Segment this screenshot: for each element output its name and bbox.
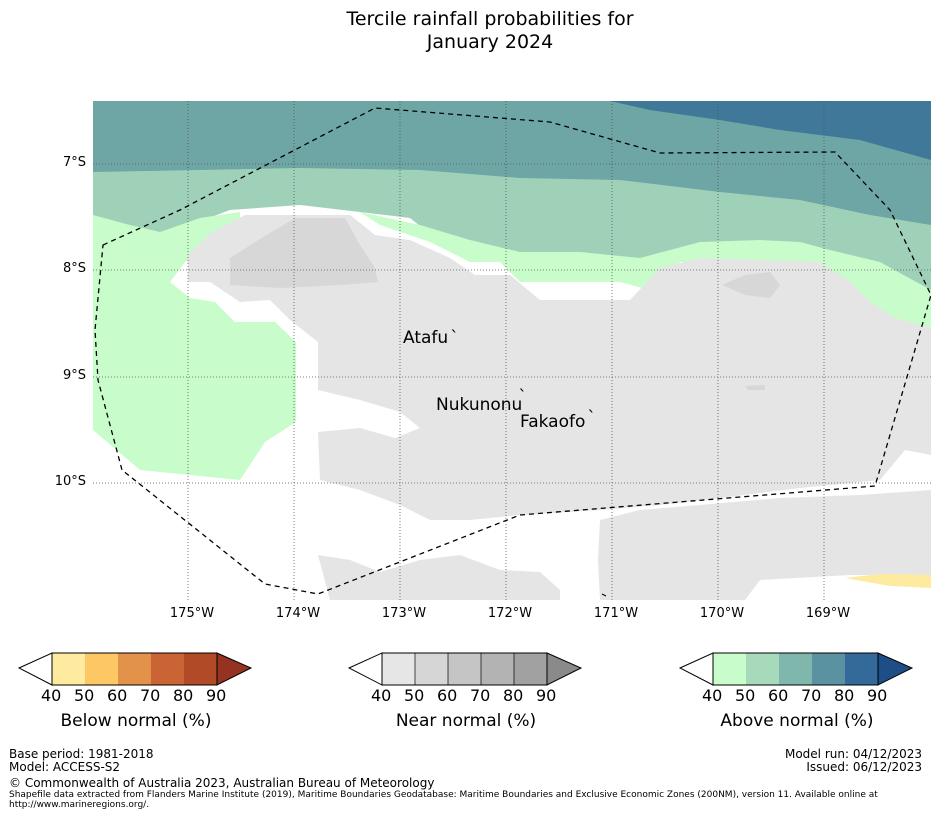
cbar-above-under (679, 652, 714, 686)
place-fakaofo: Fakaofo ` (520, 408, 596, 432)
cbar-below-seg-2 (85, 653, 118, 685)
shapefile-credit: Shapefile data extracted from Flanders M… (9, 790, 878, 810)
tick: 80 (834, 686, 855, 705)
lat-label-8s: 8°S (62, 261, 86, 276)
above-normal-40-50-west (93, 212, 296, 480)
tick: 50 (404, 686, 425, 705)
cbar-above-label: Above normal (%) (720, 711, 874, 731)
model-name: Model: ACCESS-S2 (9, 760, 121, 774)
cbar-near-over (546, 652, 583, 686)
map-gridlines (93, 101, 931, 600)
tick: 50 (74, 686, 95, 705)
place-nukunonu: Nukunonu` (436, 387, 527, 415)
lon-label-173w: 173°W (381, 606, 427, 621)
tick: 90 (536, 686, 557, 705)
lon-label-171w: 171°W (593, 606, 639, 621)
place-atafu: Atafu ` (403, 328, 459, 348)
cbar-near-seg-3 (448, 653, 481, 685)
tick: 40 (371, 686, 392, 705)
copyright: © Commonwealth of Australia 2023, Austra… (9, 776, 435, 790)
chart-title: Tercile rainfall probabilities for Janua… (0, 8, 931, 54)
base-period: Base period: 1981-2018 (9, 747, 154, 761)
cbar-above-seg-4 (812, 653, 845, 685)
tick: 90 (867, 686, 888, 705)
tick: 90 (206, 686, 227, 705)
island-marker: ` (450, 328, 459, 348)
tick: 80 (503, 686, 524, 705)
lon-label-169w: 169°W (805, 606, 851, 621)
tick: 80 (173, 686, 194, 705)
lat-label-9s: 9°S (62, 368, 86, 383)
island-marker: ` (587, 408, 596, 428)
cbar-near-seg-5 (514, 653, 547, 685)
colorbar-below-normal (18, 652, 253, 686)
eez-boundary (94, 107, 931, 595)
cbar-below-over (216, 652, 253, 686)
above-normal-60-70-region (93, 101, 931, 225)
cbar-above-seg-1 (713, 653, 746, 685)
tick: 40 (702, 686, 723, 705)
title-line-2: January 2024 (426, 31, 554, 53)
place-name: Fakaofo (520, 412, 586, 432)
tick: 60 (107, 686, 128, 705)
title-line-1: Tercile rainfall probabilities for (346, 8, 634, 30)
colorbar-above-normal (679, 652, 914, 686)
cbar-below-seg-3 (118, 653, 151, 685)
place-name: Atafu (403, 328, 449, 348)
colorbar-near-normal (348, 652, 583, 686)
cbar-near-under (348, 652, 383, 686)
lon-label-175w: 175°W (169, 606, 215, 621)
tick: 70 (140, 686, 161, 705)
tick: 50 (735, 686, 756, 705)
shapefile-line-2: http://www.marineregions.org/. (9, 800, 150, 810)
near-normal-40-50-southwest (318, 555, 560, 600)
near-normal-50-60-region (230, 218, 378, 288)
cbar-above-over (877, 652, 914, 686)
cbar-near-seg-1 (382, 653, 415, 685)
tick: 40 (41, 686, 62, 705)
below-normal-40-50-region (845, 574, 931, 588)
above-normal-40-50-center (360, 212, 931, 345)
tick: 70 (801, 686, 822, 705)
lat-label-7s: 7°S (62, 155, 86, 170)
cbar-above-seg-5 (845, 653, 878, 685)
model-run: Model run: 04/12/2023 (784, 747, 922, 761)
near-normal-50-60-east (722, 272, 780, 298)
near-normal-40-50-south (598, 490, 931, 600)
tick: 60 (437, 686, 458, 705)
cbar-near-seg-2 (415, 653, 448, 685)
issued-date: Issued: 06/12/2023 (806, 760, 922, 774)
cbar-below-seg-4 (151, 653, 184, 685)
tick: 60 (768, 686, 789, 705)
cbar-below-under (18, 652, 53, 686)
lat-label-10s: 10°S (54, 474, 86, 489)
cbar-below-seg-1 (52, 653, 85, 685)
shapefile-line-1: Shapefile data extracted from Flanders M… (9, 790, 878, 800)
island-mark (601, 593, 607, 597)
lon-label-174w: 174°W (275, 606, 321, 621)
above-normal-70-80-region (610, 101, 931, 160)
place-name: Nukunonu (436, 395, 523, 415)
cbar-near-label: Near normal (%) (395, 711, 537, 731)
cbar-below-seg-5 (184, 653, 217, 685)
footer-left: Base period: 1981-2018 Model: ACCESS-S2 (9, 748, 154, 774)
near-normal-50-60-speck (745, 385, 765, 390)
island-marker: ` (518, 387, 527, 407)
lon-label-172w: 172°W (487, 606, 533, 621)
cbar-above-seg-2 (746, 653, 779, 685)
cbar-near-seg-4 (481, 653, 514, 685)
tick: 70 (470, 686, 491, 705)
lon-label-170w: 170°W (699, 606, 745, 621)
cbar-below-label: Below normal (%) (60, 711, 212, 731)
footer-right: Model run: 04/12/2023 Issued: 06/12/2023 (785, 748, 922, 774)
cbar-above-seg-3 (779, 653, 812, 685)
